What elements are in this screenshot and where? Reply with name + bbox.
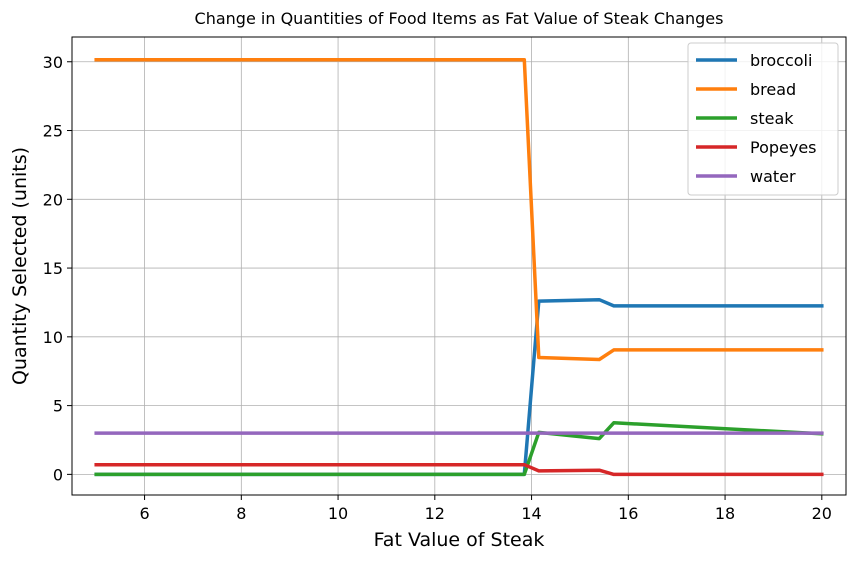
y-axis-label: Quantity Selected (units) (9, 147, 31, 385)
legend: broccoli bread steak Popeyes water (687, 42, 839, 196)
plot-frame (71, 36, 847, 496)
x-tick-label: 6 (139, 504, 149, 523)
x-tick-label: 10 (328, 504, 348, 523)
x-tick-label: 8 (236, 504, 246, 523)
series-line-popeyes (94, 462, 824, 477)
x-tick-label: 12 (425, 504, 445, 523)
legend-label-bread: bread (750, 80, 796, 99)
x-tick-label: 18 (715, 504, 735, 523)
legend-label-popeyes: Popeyes (750, 138, 817, 157)
x-axis-label: Fat Value of Steak (374, 529, 545, 551)
y-tick-label: 10 (43, 328, 63, 347)
y-tick-label: 0 (53, 465, 63, 484)
y-tick-label: 20 (43, 190, 63, 209)
series-line-broccoli (94, 297, 824, 477)
series-lines (94, 57, 824, 477)
x-tick-label: 14 (521, 504, 541, 523)
series-line-steak (94, 421, 824, 477)
legend-label-steak: steak (750, 109, 794, 128)
x-tick-label: 20 (812, 504, 832, 523)
y-tick-label: 30 (43, 53, 63, 72)
axis-ticks: 6 8 10 12 14 16 18 20 0 5 10 15 20 25 30 (43, 53, 832, 523)
y-tick-label: 5 (53, 397, 63, 416)
legend-box (687, 42, 839, 196)
chart-title: Change in Quantities of Food Items as Fa… (195, 9, 724, 28)
legend-label-water: water (750, 167, 796, 186)
y-tick-label: 15 (43, 259, 63, 278)
series-line-bread (94, 57, 824, 362)
x-tick-label: 16 (618, 504, 638, 523)
y-tick-label: 25 (43, 122, 63, 141)
legend-label-broccoli: broccoli (750, 51, 812, 70)
